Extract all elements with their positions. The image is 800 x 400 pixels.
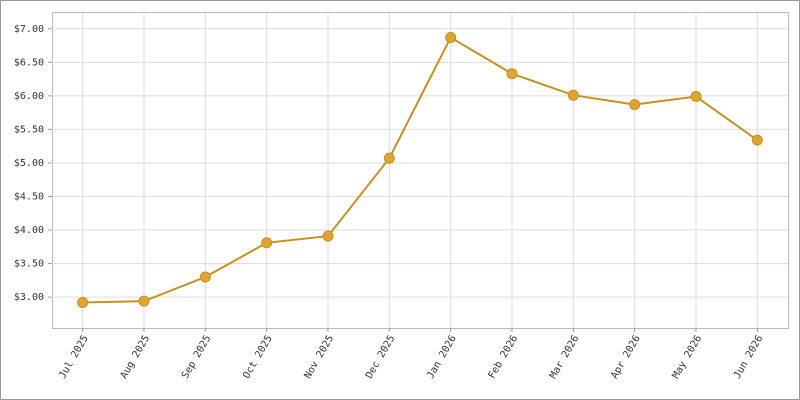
point [138, 295, 150, 307]
y-tick-label: $5.00 [14, 158, 44, 169]
y-tick-label: $6.00 [14, 91, 44, 102]
point [77, 297, 89, 309]
point [322, 230, 334, 242]
y-tick-label: $4.50 [14, 192, 44, 203]
y-tick-label: $4.00 [14, 225, 44, 236]
point [629, 99, 641, 111]
y-tick-label: $3.00 [14, 292, 44, 303]
point [690, 91, 702, 103]
y-tick-label: $5.50 [14, 124, 44, 135]
point [261, 237, 273, 249]
point [506, 68, 518, 80]
y-tick-label: $3.50 [14, 259, 44, 270]
point [383, 152, 395, 164]
plot-area [52, 12, 789, 329]
point [567, 89, 579, 101]
point [751, 134, 763, 146]
line [82, 36, 758, 304]
point [445, 31, 457, 43]
y-tick-label: $7.00 [14, 24, 44, 35]
point [199, 271, 211, 283]
y-tick-label: $6.50 [14, 57, 44, 68]
